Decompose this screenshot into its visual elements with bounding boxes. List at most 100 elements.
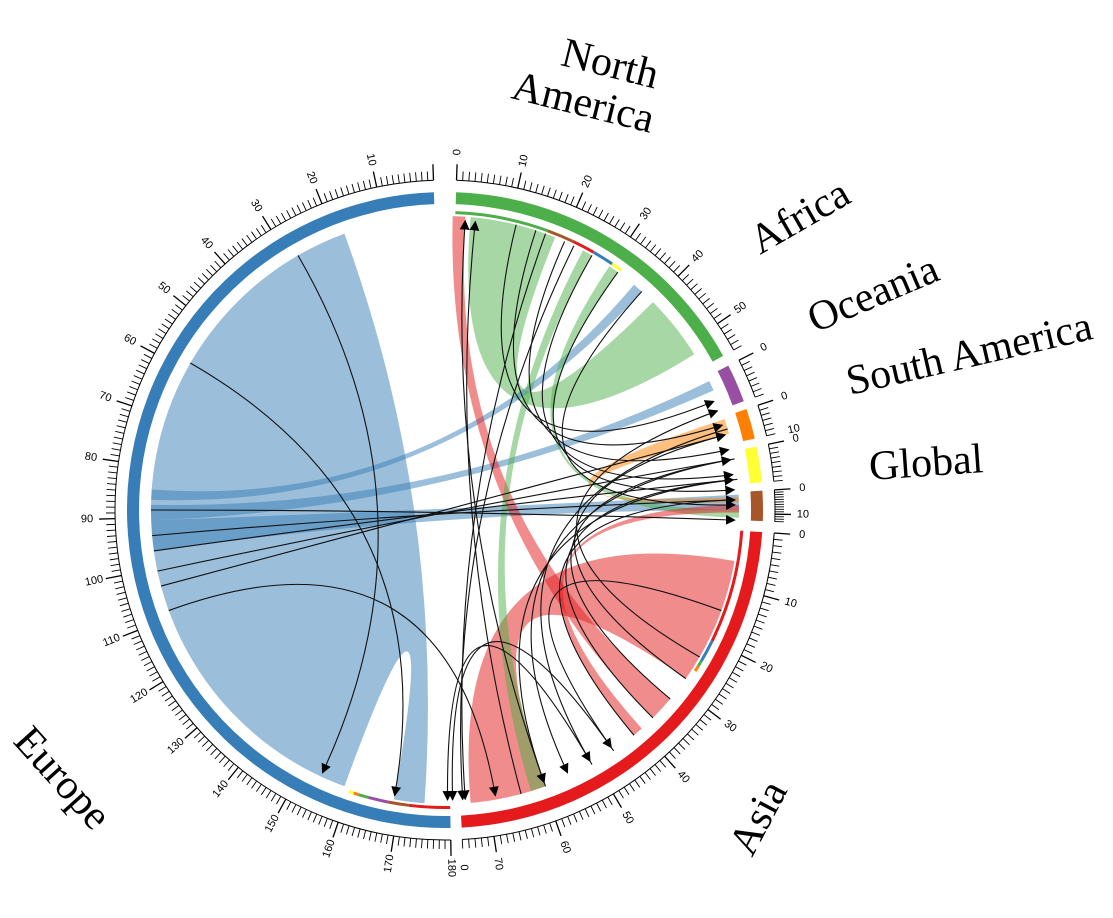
tick-mark (223, 253, 230, 261)
tick-mark (771, 460, 781, 464)
tick-mark (755, 619, 765, 624)
tick-mark (486, 173, 489, 183)
tick-mark (770, 564, 780, 567)
segment-asia-3 (693, 665, 700, 672)
tick-mark (629, 783, 635, 792)
tick-mark (121, 608, 131, 612)
tick-mark (397, 174, 400, 184)
tick-mark (759, 407, 769, 411)
tick-mark (116, 591, 126, 595)
tick-mark (707, 708, 721, 720)
tick-label-europe: 30 (248, 197, 265, 214)
tick-mark (345, 185, 350, 195)
tick-mark (698, 292, 707, 300)
tick-mark (307, 811, 312, 821)
tick-mark (351, 183, 355, 193)
tick-mark (759, 607, 769, 612)
tick-mark (275, 215, 282, 224)
tick-mark (115, 430, 125, 434)
tick-mark (312, 813, 318, 823)
tick-mark (323, 818, 328, 827)
tick-mark (530, 828, 535, 838)
tick-mark (690, 283, 698, 291)
tick-mark (765, 589, 775, 593)
tick-label-europe: 70 (98, 389, 113, 404)
tick-mark (766, 582, 776, 586)
tick-label-north-america: 10 (517, 153, 531, 168)
tick-label-asia: 10 (783, 596, 798, 611)
tick-mark (213, 251, 226, 265)
tick-mark (725, 682, 734, 689)
tick-mark (107, 541, 117, 543)
segment-north-america-2 (572, 240, 595, 254)
tick-mark (227, 766, 239, 781)
tick-mark (768, 440, 785, 445)
tick-mark (372, 171, 378, 188)
tick-mark (673, 747, 681, 755)
tick-mark (512, 832, 516, 842)
tick-label-asia: 40 (675, 769, 692, 786)
connection-line (573, 432, 727, 680)
connection-line (552, 271, 736, 496)
tick-mark (761, 412, 770, 416)
tick-mark (133, 640, 143, 645)
tick-mark (711, 704, 720, 711)
connection-line (160, 432, 727, 587)
tick-mark (432, 164, 435, 181)
tick-mark (567, 816, 572, 825)
arc-africa (717, 365, 744, 406)
tick-mark (703, 714, 712, 721)
tick-mark (260, 224, 267, 233)
tick-mark (386, 834, 389, 844)
tick-mark (774, 532, 791, 535)
tick-mark (146, 666, 155, 672)
tick-baseline (114, 179, 451, 841)
tick-mark (107, 477, 117, 480)
tick-mark (112, 442, 122, 446)
tick-mark (774, 488, 791, 491)
tick-mark (635, 232, 642, 241)
connection-line (457, 245, 575, 801)
tick-mark (468, 171, 470, 181)
tick-mark (236, 770, 244, 779)
tick-mark (518, 831, 522, 841)
connection-line (168, 583, 499, 797)
tick-mark (753, 625, 763, 630)
tick-mark (754, 393, 764, 398)
tick-mark (564, 194, 569, 203)
tick-mark (362, 180, 366, 190)
region-arcs-layer (127, 192, 763, 828)
tick-mark (135, 369, 145, 375)
tick-mark (119, 413, 129, 418)
tick-mark (143, 661, 153, 667)
tick-mark (771, 557, 781, 561)
tick-mark (618, 790, 624, 799)
tick-mark (715, 698, 723, 705)
tick-mark (752, 388, 762, 393)
tick-mark (171, 308, 180, 316)
segment-europe-4 (353, 791, 359, 797)
tick-label-europe: 130 (165, 736, 187, 757)
tick-mark (601, 799, 607, 809)
tick-mark (391, 175, 395, 185)
connection-line (150, 509, 736, 525)
tick-mark (769, 570, 779, 574)
tick-mark (168, 700, 176, 707)
tick-mark (723, 328, 733, 335)
tick-mark (678, 742, 686, 750)
tick-label-north-america: 40 (689, 248, 706, 265)
tick-mark (493, 836, 497, 853)
tick-mark (164, 695, 173, 702)
connection-line (459, 233, 547, 801)
tick-label-asia: 30 (722, 718, 739, 735)
tick-mark (612, 793, 623, 808)
tick-mark (455, 164, 458, 181)
tick-mark (201, 273, 209, 281)
tick-label-europe: 170 (382, 854, 397, 874)
tick-mark (351, 827, 355, 837)
tick-mark (246, 234, 253, 243)
tick-mark (241, 774, 248, 782)
tick-mark (770, 451, 780, 454)
tick-mark (640, 236, 647, 245)
tick-mark (659, 252, 667, 260)
